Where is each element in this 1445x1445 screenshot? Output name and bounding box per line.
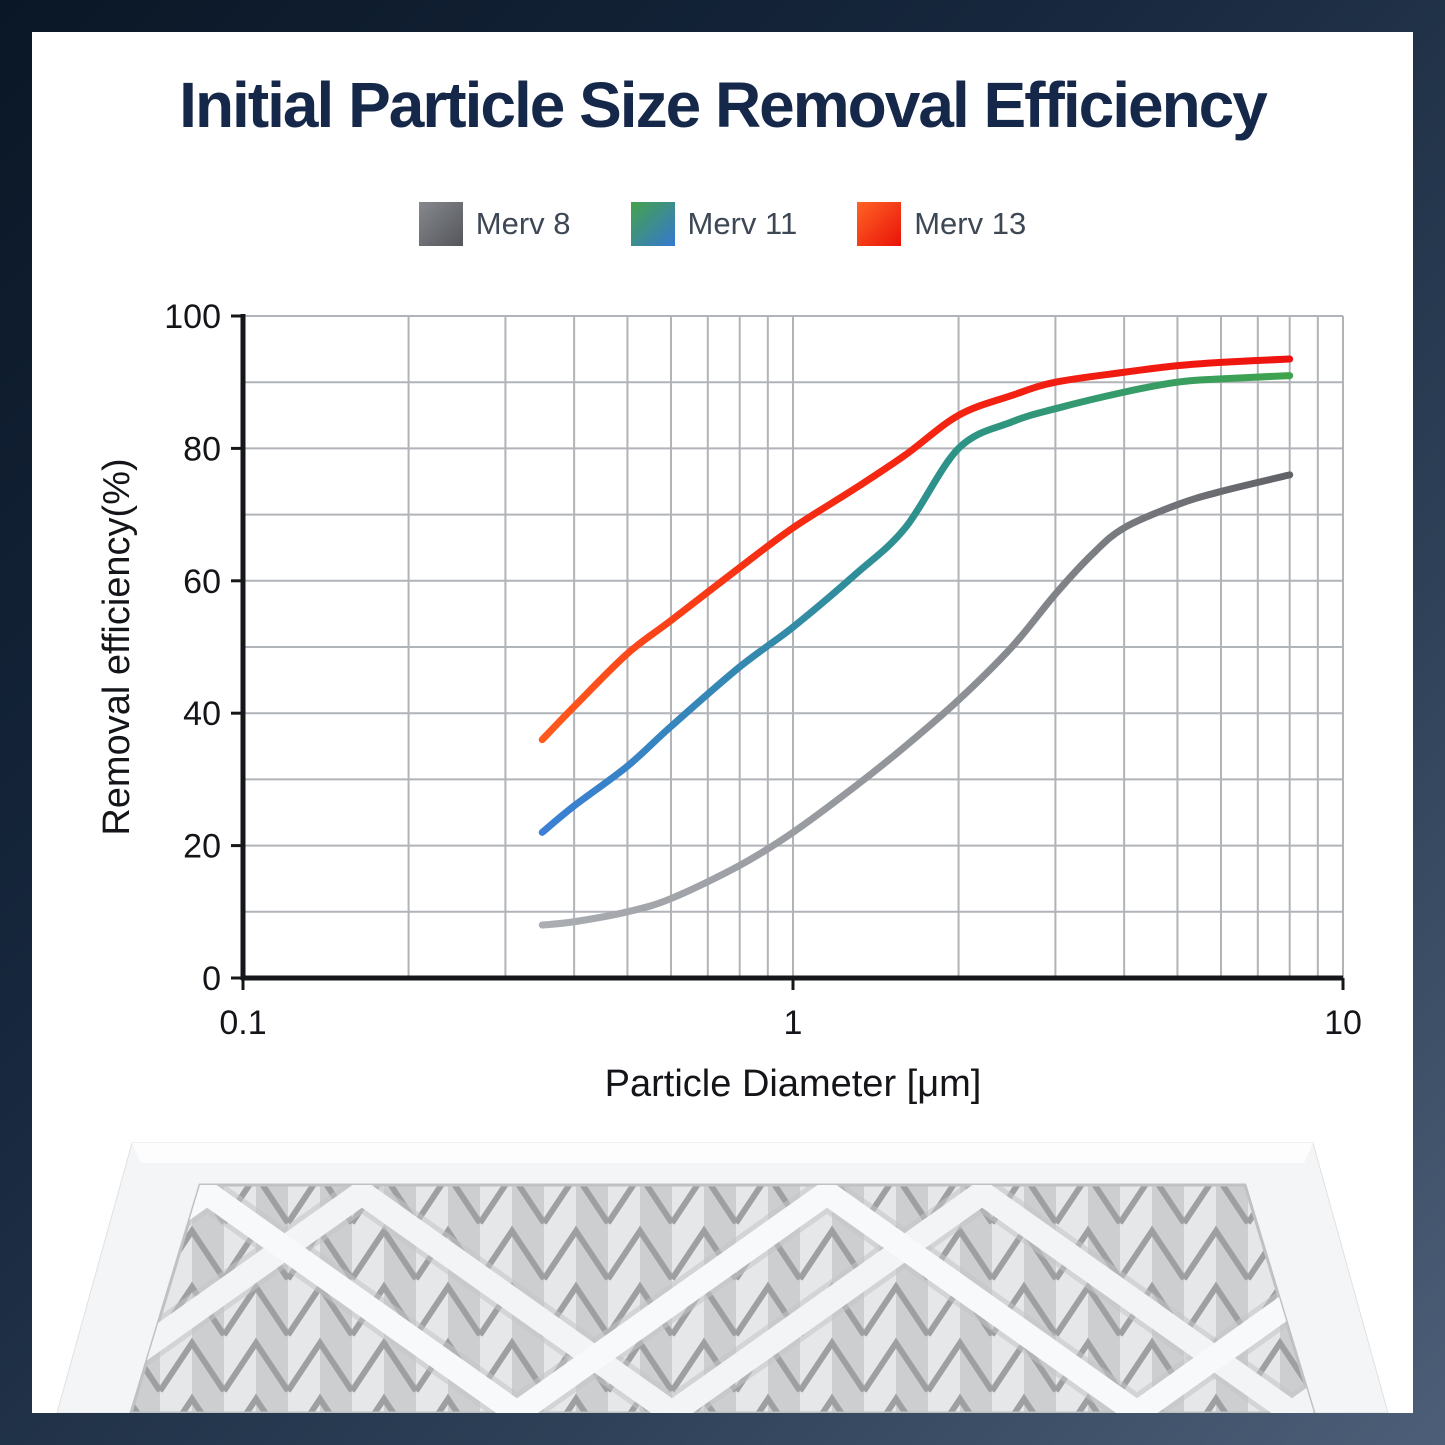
legend-item-merv8: Merv 8 bbox=[418, 202, 571, 247]
svg-text:0: 0 bbox=[202, 960, 221, 998]
svg-text:80: 80 bbox=[183, 431, 221, 469]
svg-text:10: 10 bbox=[1324, 1004, 1362, 1042]
merv11-swatch-icon bbox=[630, 202, 675, 247]
legend-label-merv8: Merv 8 bbox=[475, 206, 571, 242]
legend-label-merv11: Merv 11 bbox=[687, 206, 798, 242]
air-filter-photo bbox=[56, 1142, 1389, 1413]
legend-item-merv13: Merv 13 bbox=[857, 202, 1027, 247]
efficiency-line-chart: 0 20 40 60 80 100 0.1 1 10 Particle Diameter [μm]… bbox=[96, 298, 1362, 1105]
legend-label-merv13: Merv 13 bbox=[914, 206, 1027, 242]
chart-legend: Merv 8 Merv 11 Merv 13 bbox=[32, 202, 1413, 247]
svg-text:100: 100 bbox=[164, 298, 221, 336]
page-title: Initial Particle Size Removal Efficiency bbox=[179, 69, 1268, 141]
svg-text:20: 20 bbox=[183, 828, 221, 866]
chart-area: 0 20 40 60 80 100 0.1 1 10 Particle Diameter [μm]… bbox=[73, 298, 1373, 1108]
svg-text:1: 1 bbox=[783, 1004, 802, 1042]
svg-text:Particle Diameter [μm]: Particle Diameter [μm] bbox=[604, 1063, 981, 1105]
merv13-swatch-icon bbox=[857, 202, 902, 247]
legend-item-merv11: Merv 11 bbox=[630, 202, 798, 247]
svg-text:60: 60 bbox=[183, 563, 221, 601]
content-card: Initial Particle Size Removal Efficiency… bbox=[32, 32, 1413, 1413]
svg-text:Removal efficiency(%): Removal efficiency(%) bbox=[96, 459, 138, 836]
merv8-swatch-icon bbox=[418, 202, 463, 247]
svg-text:40: 40 bbox=[183, 696, 221, 734]
svg-text:0.1: 0.1 bbox=[219, 1004, 266, 1042]
